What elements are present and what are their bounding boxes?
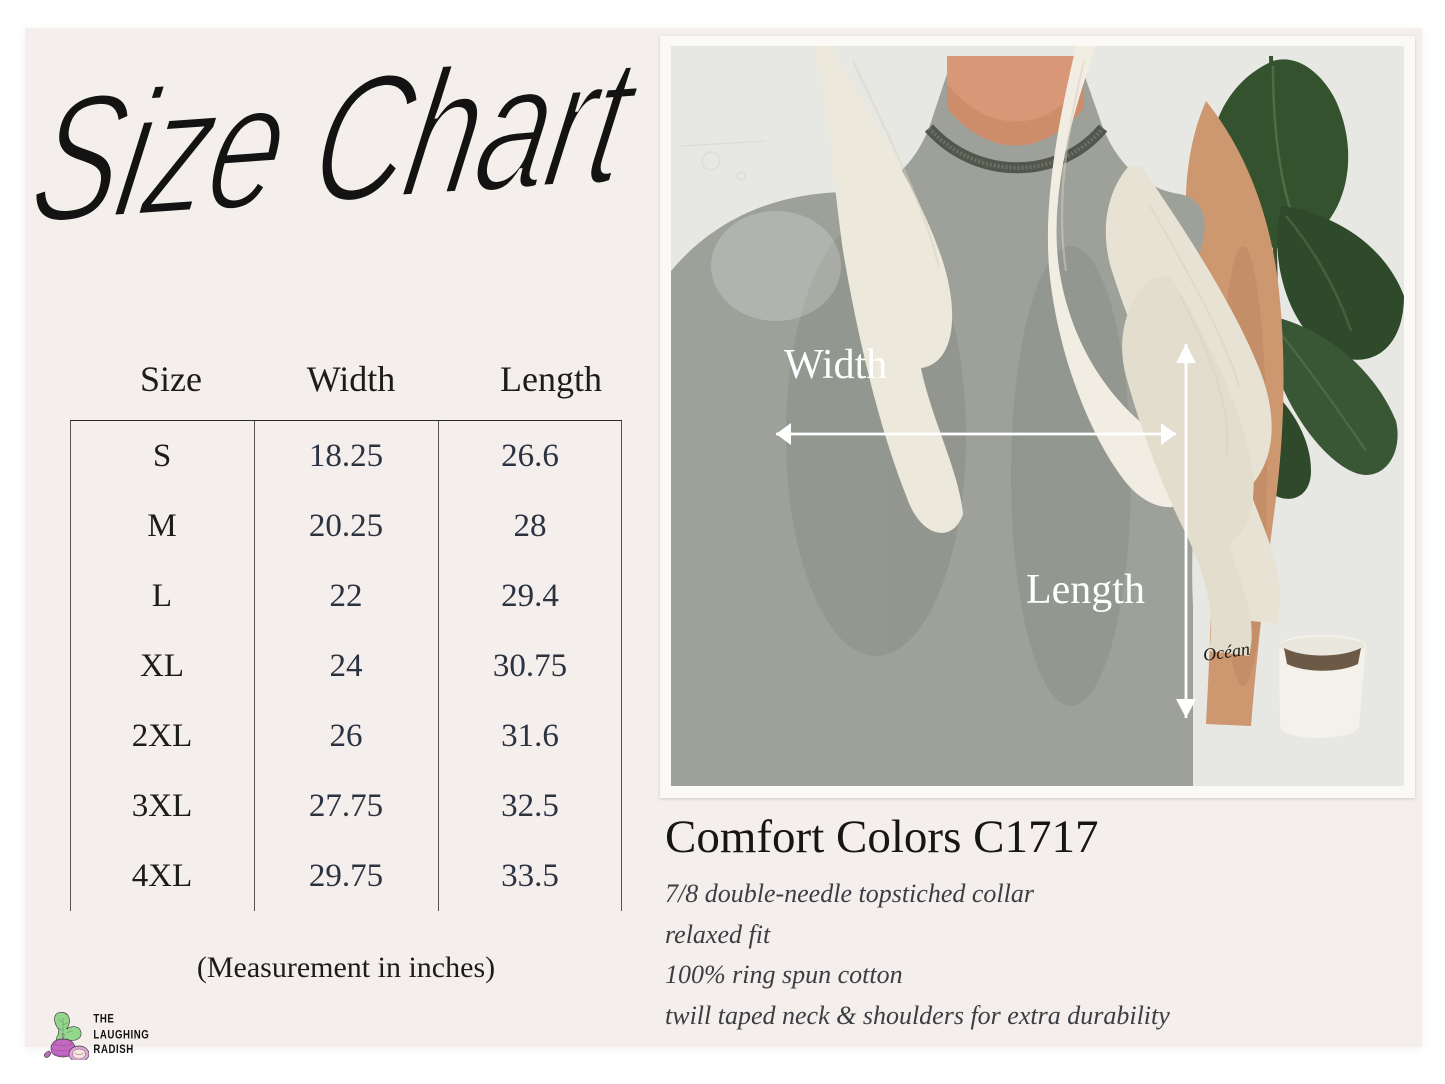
svg-text:Length: Length [1026,567,1145,613]
svg-text:Width: Width [784,342,887,388]
